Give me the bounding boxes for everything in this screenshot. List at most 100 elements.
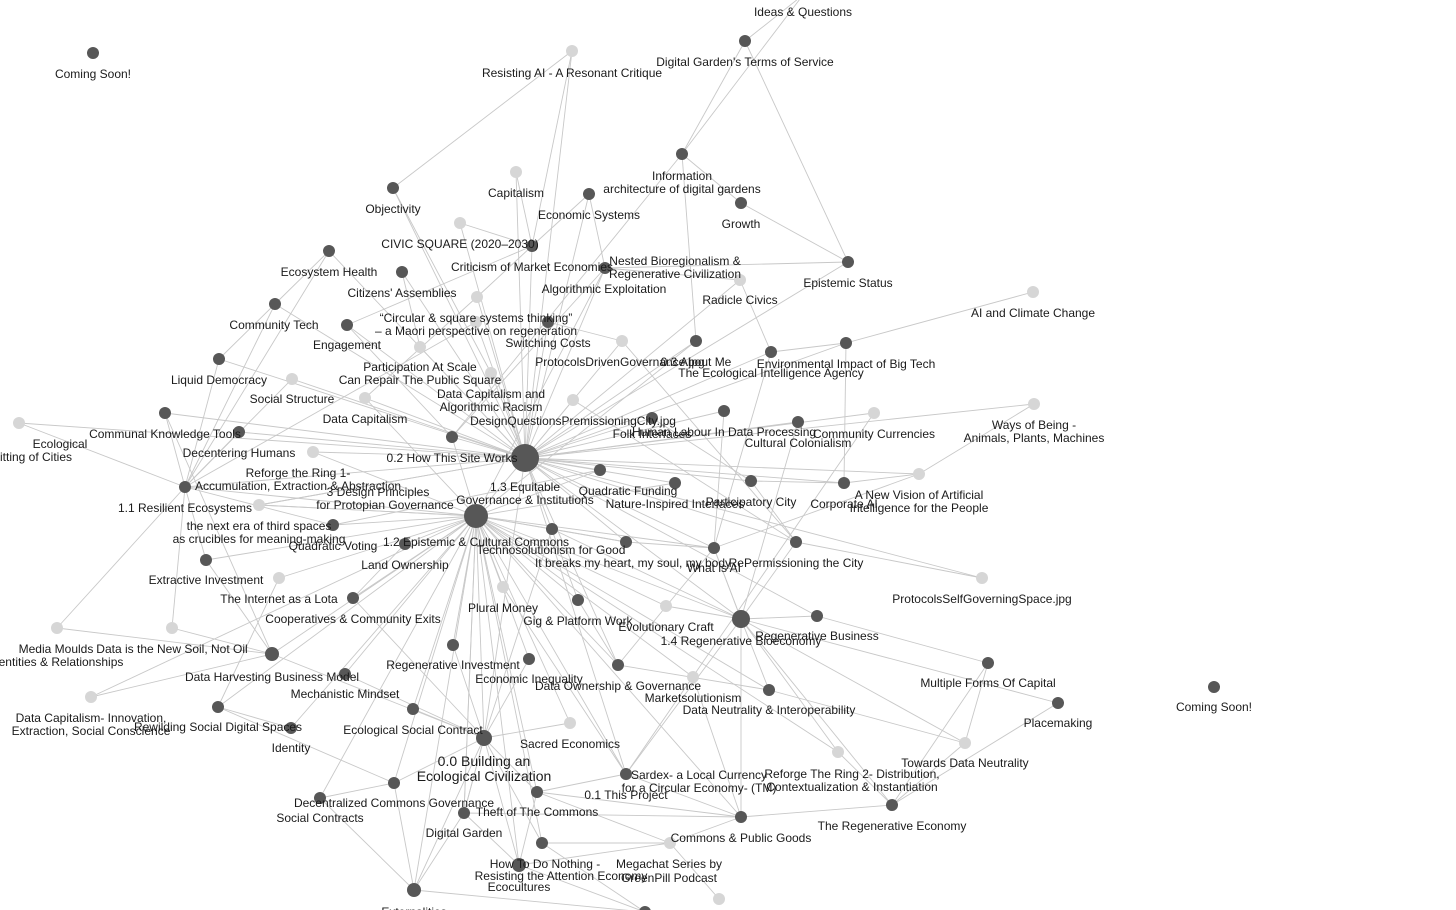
node-label-commcurr[interactable]: Community Currencies — [813, 427, 935, 441]
graph-node-growth[interactable] — [735, 197, 747, 209]
node-label-quadvote[interactable]: Quadratic Voting — [289, 539, 378, 553]
node-label-econineq[interactable]: Economic Inequality — [475, 672, 582, 686]
node-label-thisproject[interactable]: 0.1 This Project — [584, 788, 668, 802]
node-label-nested[interactable]: Nested Bioregionalism & Regenerative Civi… — [609, 254, 741, 281]
node-label-radicle[interactable]: Radicle Civics — [702, 293, 777, 307]
graph-node-switching[interactable] — [542, 316, 554, 328]
graph-node-extractinv[interactable] — [200, 554, 212, 566]
graph-node-dgtos[interactable] — [739, 35, 751, 47]
graph-node-thisproject[interactable] — [531, 786, 543, 798]
graph-node-coopexits[interactable] — [347, 592, 359, 604]
node-label-greenpill[interactable]: Megachat Series by GreenPill Podcast — [616, 857, 722, 885]
node-label-datanewsoil[interactable]: Data is the New Soil, Not Oil — [96, 642, 247, 656]
node-label-corpai[interactable]: Corporate AI — [810, 497, 877, 511]
node-label-marketsol[interactable]: Marketsolutionism — [645, 691, 742, 705]
graph-node-datacap[interactable] — [359, 392, 371, 404]
node-label-dataneutral[interactable]: Data Neutrality & Interoperability — [683, 703, 856, 717]
node-label-commknow[interactable]: Communal Knowledge Tools — [89, 427, 241, 441]
graph-node-regenecon[interactable] — [886, 799, 898, 811]
graph-node-hub1[interactable] — [511, 444, 539, 472]
node-label-placemaking[interactable]: Placemaking — [1024, 716, 1093, 730]
graph-node-objectivity[interactable] — [387, 182, 399, 194]
graph-node-quadfund[interactable] — [594, 464, 606, 476]
graph-node-externalities[interactable] — [407, 883, 421, 897]
node-label-designprin[interactable]: 3 Design Principles for Protopian Governa… — [316, 485, 454, 512]
graph-node-designprin[interactable] — [253, 499, 265, 511]
node-label-datacap[interactable]: Data Capitalism — [323, 412, 408, 426]
graph-node-multicap[interactable] — [982, 657, 994, 669]
graph-node-envimpact[interactable] — [840, 337, 852, 349]
graph-node-resilient[interactable] — [179, 481, 191, 493]
node-label-soon1[interactable]: Coming Soon! — [55, 67, 131, 81]
node-label-eia[interactable]: The Ecological Intelligence Agency — [678, 366, 863, 380]
graph-node-eia[interactable] — [765, 346, 777, 358]
node-label-objectivity[interactable]: Objectivity — [365, 202, 420, 216]
graph-node-placemaking[interactable] — [1052, 697, 1064, 709]
graph-node-repermission[interactable] — [790, 536, 802, 548]
node-label-cultcol[interactable]: Cultural Colonialism — [745, 436, 852, 450]
graph-node-reforge1[interactable] — [307, 446, 319, 458]
graph-node-citizens[interactable] — [396, 266, 408, 278]
node-label-epistcommons[interactable]: 1.2 Epistemic & Cultural Commons — [383, 535, 569, 549]
graph-node-circular[interactable] — [470, 316, 482, 328]
node-label-coopexits[interactable]: Cooperatives & Community Exits — [265, 612, 440, 626]
node-label-civic[interactable]: CIVIC SQUARE (2020–2030) — [381, 237, 538, 251]
node-label-regenbio[interactable]: 1.4 Regenerative Bioeconomy — [661, 634, 822, 648]
graph-node-internetlota[interactable] — [273, 572, 285, 584]
node-label-resai[interactable]: Resisting AI - A Resonant Critique — [482, 66, 662, 80]
node-label-landown[interactable]: Land Ownership — [361, 558, 449, 572]
graph-node-datacapracism[interactable] — [485, 367, 497, 379]
node-label-internetlota[interactable]: The Internet as a Lota — [220, 592, 338, 606]
node-label-switching[interactable]: Switching Costs — [505, 336, 590, 350]
graph-node-civic[interactable] — [454, 217, 466, 229]
graph-node-partcity[interactable] — [745, 475, 757, 487]
node-label-rewilding[interactable]: Rewilding Social Digital Spaces — [134, 720, 302, 734]
node-label-technosol[interactable]: Technosolutionism for Good — [477, 543, 626, 557]
graph-node-designq[interactable] — [567, 394, 579, 406]
node-label-growth[interactable]: Growth — [722, 217, 761, 231]
graph-node-building[interactable] — [476, 730, 492, 746]
graph-node-protodriven[interactable] — [616, 335, 628, 347]
graph-node-commknow[interactable] — [159, 407, 171, 419]
node-label-newvision[interactable]: A New Vision of Artificial Intelligence f… — [850, 488, 989, 515]
graph-node-marketsol[interactable] — [687, 671, 699, 683]
node-label-decenter[interactable]: Decentering Humans — [183, 446, 296, 460]
graph-node-datacapinno[interactable] — [85, 691, 97, 703]
graph-node-regenbio[interactable] — [732, 610, 750, 628]
node-label-metrofit[interactable]: EcologicalMetrofitting of Cities — [0, 437, 87, 464]
graph-node-socstruct[interactable] — [286, 373, 298, 385]
node-label-critmarket[interactable]: Criticism of Market Economies — [451, 260, 613, 274]
node-label-circular[interactable]: “Circular & square systems thinking” – a … — [375, 311, 577, 338]
node-label-resilient[interactable]: 1.1 Resilient Ecosystems — [118, 501, 252, 515]
graph-node-resai[interactable] — [566, 45, 578, 57]
graph-node-commonspublic[interactable] — [735, 811, 747, 823]
graph-node-bottomdark[interactable] — [639, 906, 651, 910]
graph-node-heartbreak[interactable] — [708, 542, 720, 554]
graph-node-waysbeing[interactable] — [1028, 398, 1040, 410]
node-label-envimpact[interactable]: Environmental Impact of Big Tech — [757, 357, 936, 371]
node-label-gigwork[interactable]: Gig & Platform Work — [523, 614, 633, 628]
node-label-externalities[interactable]: Externalities — [381, 905, 446, 910]
graph-node-towardsdn[interactable] — [959, 737, 971, 749]
graph-node-regenbiz[interactable] — [811, 610, 823, 622]
node-label-ecocultures[interactable]: Ecocultures — [488, 880, 551, 894]
node-label-algoexp[interactable]: Algorithmic Exploitation — [542, 282, 667, 296]
graph-node-newvision[interactable] — [913, 468, 925, 480]
node-label-protodriven[interactable]: ProtocolsDrivenGovernance.jpg — [535, 355, 704, 369]
node-label-aiclimate[interactable]: AI and Climate Change — [971, 306, 1095, 320]
node-label-reforge1[interactable]: Reforge the Ring 1-Accumulation, Extract… — [195, 466, 401, 493]
node-label-decentcommons[interactable]: Decentralized Commons Governance — [294, 796, 494, 810]
graph-node-aboutme[interactable] — [690, 335, 702, 347]
node-label-extractinv[interactable]: Extractive Investment — [149, 573, 264, 587]
node-label-designq[interactable]: DesignQuestionsPremissioningCity.jpg — [470, 414, 676, 428]
graph-node-econsys[interactable] — [583, 188, 595, 200]
node-label-howtonothing[interactable]: How To Do Nothing -Resisting the Attenti… — [475, 857, 648, 883]
graph-node-infoarch[interactable] — [676, 148, 688, 160]
graph-node-decenter[interactable] — [233, 426, 245, 438]
node-label-repermission[interactable]: RePermissioning the City — [729, 556, 864, 570]
node-label-socialcontracts[interactable]: Social Contracts — [276, 811, 363, 825]
graph-node-epistemic[interactable] — [842, 256, 854, 268]
graph-node-socialcontracts[interactable] — [314, 792, 326, 804]
graph-node-nested[interactable] — [599, 262, 611, 274]
